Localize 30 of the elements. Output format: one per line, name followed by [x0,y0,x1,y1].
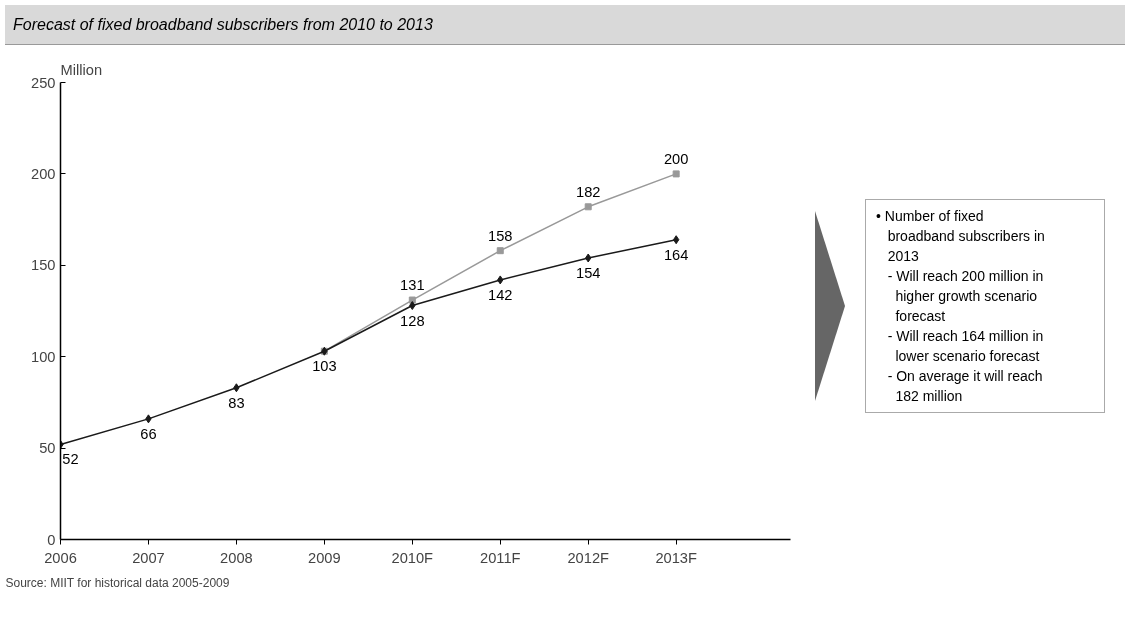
data-label: 128 [400,312,425,329]
y-tick-label: 200 [31,165,56,182]
data-label: 131 [400,277,425,294]
data-label: 66 [140,425,157,442]
y-tick-label: 0 [47,531,56,548]
x-tick-label: 2013F [655,549,697,566]
data-label: 182 [575,183,601,200]
data-label: 142 [488,286,513,303]
source-note: Source: MIIT for historical data 2005-2009 [5,575,230,590]
chart-title: Forecast of fixed broadband subscribers from 2010 to 2013 [5,5,1125,45]
data-label: 200 [663,150,689,167]
data-label: 154 [575,264,601,281]
x-tick-label: 2006 [44,549,77,566]
x-tick-label: 2011F [480,549,521,566]
x-tick-label: 2012F [567,549,610,566]
x-tick-label: 2007 [132,549,165,566]
y-tick-label: 150 [31,257,56,274]
data-label: 103 [312,358,337,375]
y-tick-label: 100 [31,348,56,365]
data-label: 158 [488,227,513,244]
y-axis-title: Million [60,61,103,78]
text: • Number of fixed broadband subscribers in 2013 - Will reach 200 million in higher growth scenario forecast - Will reach 164 million in lower scenario forecast - On average it will reach 182 million [876,208,1045,404]
x-tick-label: 2010F [391,549,434,566]
y-tick-label: 250 [31,74,56,91]
data-label: 164 [663,246,689,263]
data-label: 52 [62,451,79,468]
data-label: 83 [228,394,245,411]
y-tick-label: 50 [39,440,56,457]
x-tick-label: 2008 [220,549,253,566]
x-tick-label: 2009 [308,549,341,566]
